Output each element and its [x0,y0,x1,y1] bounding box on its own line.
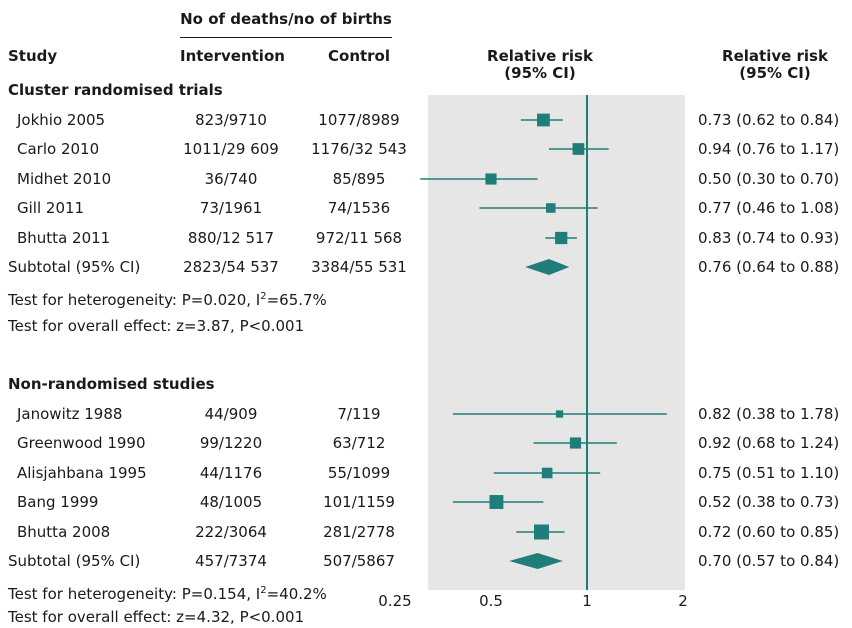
rr-value: 0.52 (0.38 to 0.73) [698,493,840,511]
subtotal-control: 3384/55 531 [311,258,407,276]
group-title: Non-randomised studies [8,375,215,393]
study-name: Carlo 2010 [17,140,100,158]
subtotal-label: Subtotal (95% CI) [8,552,141,570]
group-heading-rule [180,37,392,38]
plot-panel [428,95,685,590]
subtotal-label: Subtotal (95% CI) [8,258,141,276]
intervention-count: 222/3064 [195,523,267,541]
intervention-count: 1011/29 609 [183,140,279,158]
x-tick-label: 0.5 [479,592,503,610]
study-name: Bhutta 2008 [17,523,111,541]
subtotal-rr: 0.76 (0.64 to 0.88) [698,258,840,276]
effect-marker [555,231,568,245]
heterogeneity-test: Test for heterogeneity: P=0.020, I2=65.7… [8,291,327,309]
control-header: Control [328,47,391,65]
control-count: 55/1099 [327,464,391,482]
rr-value: 0.94 (0.76 to 1.17) [698,140,840,158]
subtotal-control: 507/5867 [323,552,395,570]
rr-value: 0.92 (0.68 to 1.24) [698,434,840,452]
effect-marker [569,437,582,449]
control-count: 1077/8989 [318,111,400,129]
intervention-count: 36/740 [204,170,258,188]
study-name: Bhutta 2011 [17,229,111,247]
rr-value: 0.83 (0.74 to 0.93) [698,229,840,247]
subtotal-diamond [509,553,563,569]
control-count: 63/712 [332,434,386,452]
control-count: 281/2778 [323,523,395,541]
rr-value: 0.82 (0.38 to 1.78) [698,405,840,423]
overall-effect-test: Test for overall effect: z=4.32, P<0.001 [8,608,305,626]
intervention-count: 48/1005 [199,493,263,511]
subtotal-rr: 0.70 (0.57 to 0.84) [698,552,840,570]
study-name: Jokhio 2005 [17,111,106,129]
rr-value: 0.75 (0.51 to 1.10) [698,464,840,482]
effect-marker [572,143,585,155]
effect-marker [546,203,556,213]
study-name: Midhet 2010 [17,170,112,188]
group-title: Cluster randomised trials [8,81,223,99]
control-count: 7/119 [337,405,381,423]
study-name: Gill 2011 [17,199,85,217]
rr-header-line2: (95% CI) [739,64,811,82]
control-count: 1176/32 543 [311,140,407,158]
intervention-count: 99/1220 [199,434,263,452]
study-name: Bang 1999 [17,493,99,511]
intervention-count: 823/9710 [195,111,267,129]
control-count: 101/1159 [323,493,395,511]
study-header: Study [8,47,58,65]
plot-header-line1: Relative risk [487,47,593,65]
effect-marker [537,113,550,127]
overall-effect-test: Test for overall effect: z=3.87, P<0.001 [8,317,305,335]
plot-header-line2: (95% CI) [504,64,576,82]
effect-marker [485,173,497,185]
control-count: 972/11 568 [315,229,403,247]
effect-marker [555,410,564,418]
control-count: 74/1536 [327,199,391,217]
study-name: Alisjahbana 1995 [17,464,147,482]
rr-header-line1: Relative risk [722,47,828,65]
intervention-header: Intervention [180,47,285,65]
intervention-count: 880/12 517 [187,229,275,247]
group-heading: No of deaths/no of births [180,10,392,28]
rr-value: 0.50 (0.30 to 0.70) [698,170,840,188]
effect-marker [534,524,550,540]
subtotal-intervention: 457/7374 [195,552,267,570]
intervention-count: 44/1176 [199,464,263,482]
intervention-count: 44/909 [204,405,258,423]
subtotal-diamond [525,259,570,275]
control-count: 85/895 [332,170,386,188]
rr-value: 0.73 (0.62 to 0.84) [698,111,840,129]
rr-value: 0.72 (0.60 to 0.85) [698,523,840,541]
rr-value: 0.77 (0.46 to 1.08) [698,199,840,217]
subtotal-intervention: 2823/54 537 [183,258,279,276]
intervention-count: 73/1961 [199,199,263,217]
x-tick-label: 1 [582,592,592,610]
x-tick-label: 0.25 [378,592,411,610]
effect-marker [489,495,504,509]
effect-marker [541,467,553,479]
heterogeneity-test: Test for heterogeneity: P=0.154, I2=40.2… [8,585,327,603]
study-name: Greenwood 1990 [17,434,146,452]
study-name: Janowitz 1988 [17,405,123,423]
x-tick-label: 2 [678,592,688,610]
